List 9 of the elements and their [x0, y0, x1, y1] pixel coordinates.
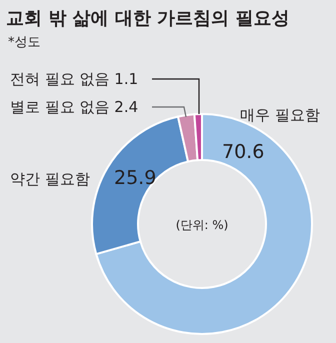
data-label: 70.6 [222, 141, 264, 163]
chart-title: 교회 밖 삶에 대한 가르침의 필요성 [6, 8, 290, 29]
text: (단위: %) [176, 218, 228, 232]
chart-subtitle: *성도 [8, 35, 40, 50]
slice-label: 약간 필요함 [10, 170, 90, 188]
slice-label: 전혀 필요 없음 1.1 [10, 70, 138, 88]
data-label: 25.9 [114, 167, 156, 189]
slice-label: 별로 필요 없음 2.4 [10, 98, 138, 116]
slice-label: 매우 필요함 [240, 106, 320, 124]
